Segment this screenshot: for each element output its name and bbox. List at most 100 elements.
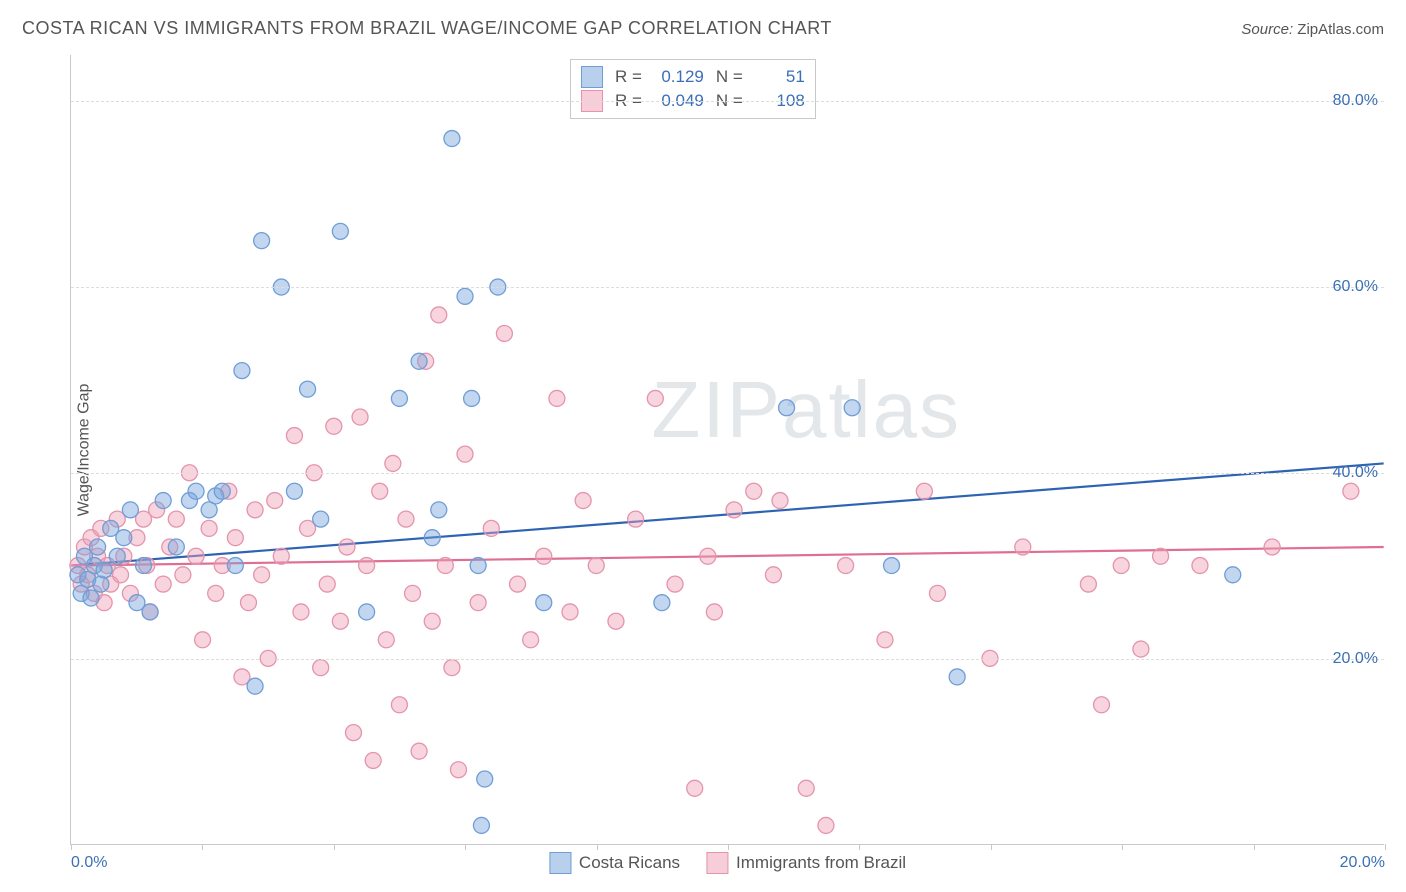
legend-correlation: R = 0.129 N = 51 R = 0.049 N = 108 (570, 59, 816, 119)
legend-item-series-1: Immigrants from Brazil (706, 852, 906, 874)
scatter-point (293, 604, 309, 620)
scatter-point (772, 493, 788, 509)
scatter-point (286, 483, 302, 499)
swatch-series-1 (706, 852, 728, 874)
scatter-point (464, 390, 480, 406)
legend-series: Costa Ricans Immigrants from Brazil (549, 852, 906, 874)
scatter-point (706, 604, 722, 620)
plot-container: Wage/Income Gap ZIPatlas R = 0.129 N = 5… (50, 55, 1384, 845)
scatter-point (208, 585, 224, 601)
scatter-point (1343, 483, 1359, 499)
y-tick-label: 40.0% (1333, 464, 1378, 482)
scatter-point (477, 771, 493, 787)
scatter-point (359, 604, 375, 620)
scatter-point (136, 558, 152, 574)
scatter-point (201, 520, 217, 536)
scatter-point (391, 390, 407, 406)
scatter-point (188, 548, 204, 564)
gridline (71, 473, 1384, 474)
scatter-point (168, 511, 184, 527)
y-tick-label: 20.0% (1333, 650, 1378, 668)
scatter-point (116, 530, 132, 546)
scatter-point (313, 511, 329, 527)
scatter-point (844, 400, 860, 416)
scatter-point (385, 455, 401, 471)
scatter-point (929, 585, 945, 601)
scatter-point (234, 363, 250, 379)
scatter-point (1225, 567, 1241, 583)
x-tick (202, 844, 203, 850)
scatter-point (214, 483, 230, 499)
scatter-point (726, 502, 742, 518)
x-tick (859, 844, 860, 850)
scatter-point (227, 530, 243, 546)
swatch-series-0 (549, 852, 571, 874)
scatter-point (247, 502, 263, 518)
scatter-point (562, 604, 578, 620)
scatter-point (746, 483, 762, 499)
x-tick (465, 844, 466, 850)
source-value: ZipAtlas.com (1297, 21, 1384, 38)
scatter-point (273, 548, 289, 564)
scatter-point (90, 539, 106, 555)
scatter-point (450, 762, 466, 778)
scatter-point (470, 595, 486, 611)
scatter-point (949, 669, 965, 685)
legend-row-series-0: R = 0.129 N = 51 (581, 66, 805, 88)
scatter-point (247, 678, 263, 694)
scatter-point (411, 353, 427, 369)
scatter-point (83, 590, 99, 606)
x-tick-label: 20.0% (1340, 854, 1385, 872)
scatter-point (779, 400, 795, 416)
scatter-point (1094, 697, 1110, 713)
gridline (71, 659, 1384, 660)
scatter-point (398, 511, 414, 527)
scatter-point (687, 780, 703, 796)
scatter-point (818, 817, 834, 833)
scatter-point (188, 483, 204, 499)
x-tick (728, 844, 729, 850)
legend-item-series-0: Costa Ricans (549, 852, 680, 874)
scatter-point (352, 409, 368, 425)
scatter-point (798, 780, 814, 796)
scatter-point (431, 502, 447, 518)
plot-area: ZIPatlas R = 0.129 N = 51 R = 0.049 N = … (70, 55, 1384, 845)
scatter-point (424, 613, 440, 629)
x-tick (991, 844, 992, 850)
scatter-point (496, 325, 512, 341)
y-tick-label: 80.0% (1333, 92, 1378, 110)
scatter-point (326, 418, 342, 434)
scatter-point (608, 613, 624, 629)
legend-R-label: R = (615, 67, 642, 87)
scatter-point (411, 743, 427, 759)
scatter-point (332, 613, 348, 629)
scatter-point (286, 428, 302, 444)
gridline (71, 101, 1384, 102)
scatter-point (628, 511, 644, 527)
scatter-point (372, 483, 388, 499)
scatter-point (470, 558, 486, 574)
scatter-point (142, 604, 158, 620)
scatter-point (227, 558, 243, 574)
x-tick (1122, 844, 1123, 850)
scatter-point (109, 548, 125, 564)
x-tick (1385, 844, 1386, 850)
scatter-point (916, 483, 932, 499)
scatter-point (254, 233, 270, 249)
scatter-point (254, 567, 270, 583)
scatter-point (391, 697, 407, 713)
scatter-point (1264, 539, 1280, 555)
scatter-point (549, 390, 565, 406)
chart-header: COSTA RICAN VS IMMIGRANTS FROM BRAZIL WA… (22, 18, 1384, 39)
scatter-point (437, 558, 453, 574)
scatter-point (96, 562, 112, 578)
legend-label-0: Costa Ricans (579, 853, 680, 873)
scatter-point (365, 752, 381, 768)
x-tick (71, 844, 72, 850)
scatter-point (405, 585, 421, 601)
scatter-point (457, 446, 473, 462)
swatch-series-0 (581, 66, 603, 88)
scatter-point (300, 381, 316, 397)
scatter-point (113, 567, 129, 583)
scatter-point (359, 558, 375, 574)
